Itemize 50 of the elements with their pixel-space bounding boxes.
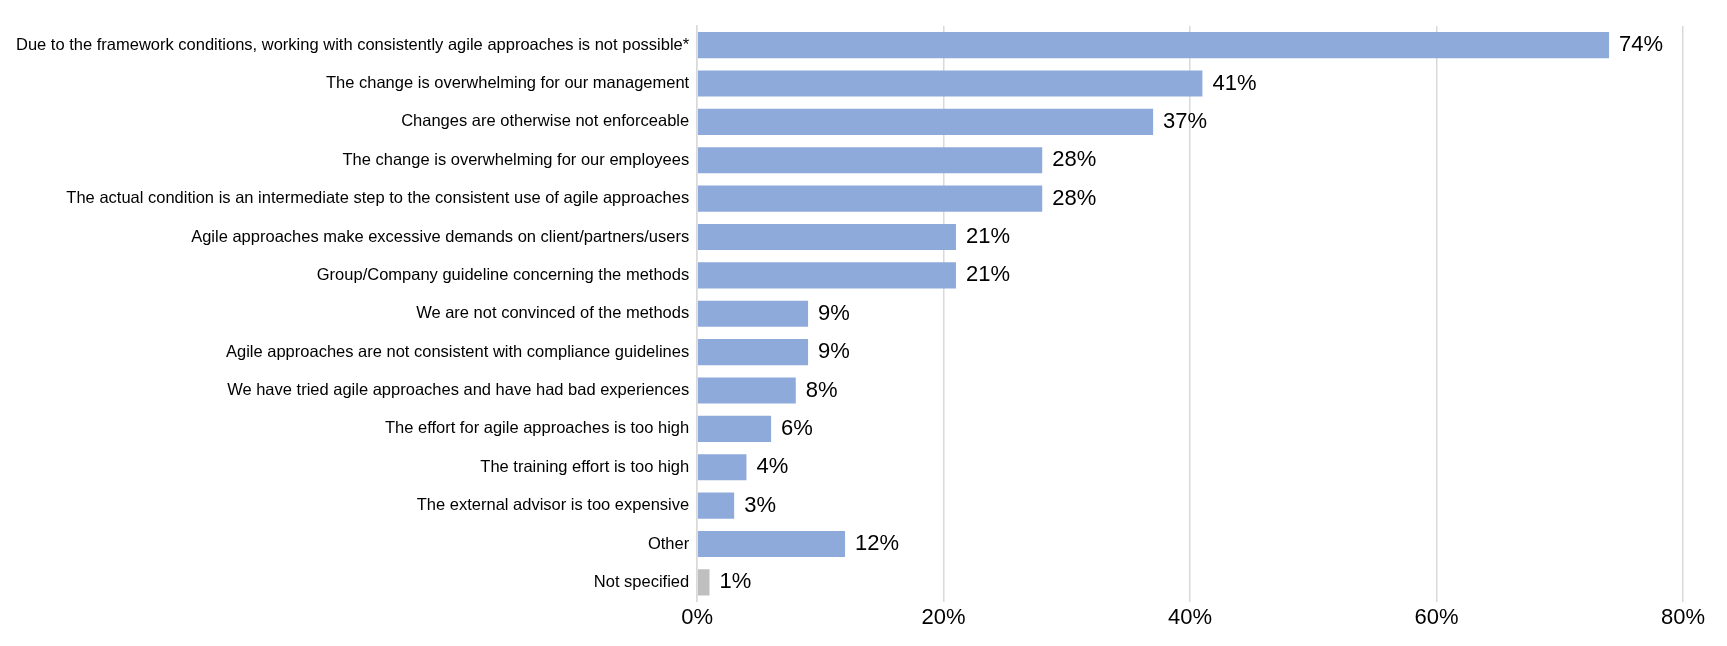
data-label: 21% (965, 261, 1011, 287)
y-tick-label: Other (647, 533, 690, 552)
data-label: 74% (1619, 31, 1664, 57)
y-tick-label: The change is overwhelming for our management (325, 73, 690, 92)
data-label: 3% (744, 491, 776, 517)
bar (697, 454, 747, 481)
data-label: 21% (965, 223, 1011, 249)
x-tick-label: 60% (1414, 603, 1459, 629)
data-label: 28% (1052, 184, 1097, 210)
bar (697, 262, 956, 289)
data-label: 9% (818, 299, 850, 325)
bar (697, 32, 1610, 59)
y-tick-label: We have tried agile approaches and have had bad experiences (227, 380, 690, 399)
bar (697, 70, 1203, 97)
bar (697, 185, 1043, 212)
x-tick-label: 20% (921, 603, 966, 629)
data-label: 9% (818, 338, 850, 364)
y-tick-label: Not specified (593, 571, 690, 590)
data-label: 41% (1212, 69, 1257, 95)
bar (697, 415, 772, 442)
bar (697, 377, 796, 404)
y-tick-label: We are not convinced of the methods (416, 303, 690, 322)
x-tick-label: 40% (1168, 603, 1213, 629)
y-tick-label: The effort for agile approaches is too high (384, 418, 690, 437)
data-label: 6% (781, 414, 813, 440)
y-tick-label: Group/Company guideline concerning the methods (316, 264, 690, 283)
x-tick-label: 0% (681, 603, 714, 629)
data-label: 1% (719, 568, 752, 594)
y-tick-label: The training effort is too high (480, 456, 690, 475)
bar (697, 147, 1043, 174)
y-tick-label: Agile approaches make excessive demands on client/partners/users (191, 226, 690, 245)
data-label: 28% (1052, 146, 1097, 172)
data-label: 12% (855, 530, 900, 556)
data-label: 37% (1163, 107, 1208, 133)
bar (697, 223, 956, 251)
bar (697, 300, 809, 327)
bar (697, 530, 846, 558)
x-tick-label: 80% (1660, 603, 1706, 629)
data-label: 8% (805, 376, 838, 402)
bar (697, 492, 735, 519)
y-tick-label: The change is overwhelming for our employees (342, 149, 690, 168)
y-tick-label: The actual condition is an intermediate step to the consistent use of agile approaches (66, 188, 690, 207)
y-tick-label: Changes are otherwise not enforceable (401, 111, 690, 130)
bar (697, 569, 710, 596)
y-tick-label: Agile approaches are not consistent with compliance guidelines (225, 341, 690, 360)
bar (697, 108, 1154, 135)
y-tick-label: The external advisor is too expensive (416, 495, 690, 514)
data-label: 4% (756, 453, 789, 479)
y-tick-label: Due to the framework conditions, working with consistently agile approaches is not possible* (15, 34, 690, 53)
bar (697, 339, 809, 366)
